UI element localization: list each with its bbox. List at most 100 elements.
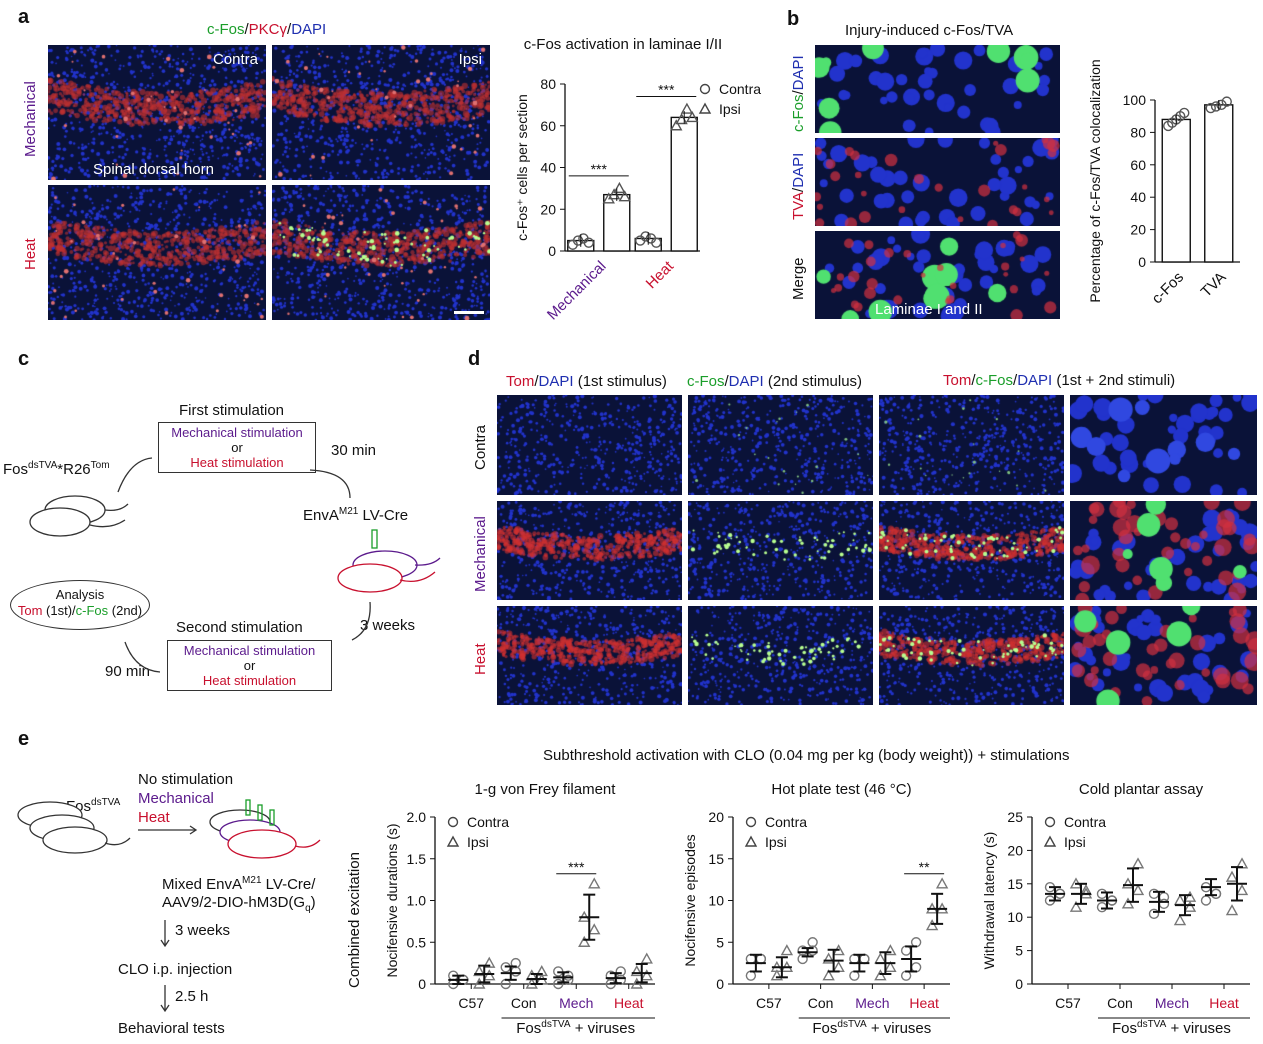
micrograph [879,501,1064,600]
t: dsTVA [1137,1019,1167,1030]
t: Fos [516,1020,542,1037]
data-point [884,960,897,972]
data-point [473,965,486,977]
data-point [572,235,584,246]
bar [1161,118,1191,263]
y-tick-label: 0 [716,976,724,992]
x-tick-label: C57 [1055,995,1081,1011]
arrow [351,601,371,641]
data-point [699,83,711,95]
d-header-2: c-Fos/DAPI (2nd stimulus) [687,373,862,390]
data-point [1216,99,1227,111]
y-axis-label: Withdrawal latency (s) [981,832,997,970]
a-region-label: Spinal dorsal horn [93,161,214,178]
t: / [534,373,539,390]
data-point [1043,835,1057,847]
data-point [1044,816,1056,828]
c-diagram-arrows [29,457,441,673]
chart-a: 0 20 40 60 80 c-Fos activation in laminae I/I… [514,36,761,323]
data-point [447,816,459,828]
data-point [755,953,767,965]
t: M21 [242,875,262,886]
chart-b: 0 20 40 60 80 100 Percentage of c-Fos/TVA colo… [1087,59,1240,307]
e-header: Subthreshold activation with CLO (0.04 m… [543,747,1070,764]
y-axis-label: c-Fos⁺ cells per section [514,94,530,241]
micrograph [497,606,682,705]
t: or [231,440,243,455]
stain-pkc: PKCγ [248,21,288,38]
panel-label-b: b [787,8,800,30]
x-tick-label: Mechanical [544,258,610,324]
legend-label: Ipsi [1064,834,1086,850]
data-point [588,923,601,935]
micrograph: Laminae I and II [815,231,1060,319]
x-tick-label: Heat [614,995,644,1011]
e-2-5h: 2.5 h [175,988,209,1005]
data-point [744,835,758,847]
y-tick-label: 1.0 [407,893,427,909]
micrograph [272,185,490,320]
c-second-box: Mechanical stimulation or Heat stimulation [167,640,332,691]
e-heat: Heat [138,809,170,826]
y-tick-label: 5 [716,934,724,950]
data-point [670,119,683,131]
chart-title: Hot plate test (46 °C) [771,781,911,798]
legend-label: Contra [765,814,807,830]
micrograph [815,138,1060,226]
micrograph [1070,606,1257,705]
data-point [1183,900,1197,912]
data-point [630,977,643,989]
data-point [770,969,784,981]
t: (2nd) [108,603,143,618]
significance-label: ** [919,859,930,875]
data-point [630,965,643,977]
micrograph [688,606,873,705]
t: / [1013,372,1018,389]
data-point [651,237,662,248]
arrow [309,469,351,499]
c-mouse-label: FosdsTVA*R26Tom [3,460,110,478]
t: dsTVA [541,1019,571,1030]
data-point [640,952,653,964]
data-point [1131,884,1145,896]
data-point [1200,895,1212,906]
d-header-1: Tom/DAPI (1st stimulus) [506,373,667,390]
t: Tom [943,372,972,389]
y-tick-label: 0 [1138,254,1146,270]
x-tick-label: Con [1107,995,1133,1011]
t: (1st + 2nd stimuli) [1052,372,1176,389]
bar [603,193,631,252]
data-point [613,181,626,194]
data-point [1148,908,1160,920]
data-point [680,102,694,114]
t: LV-Cre [358,507,409,524]
mouse-icon [17,801,131,854]
e-diagram [17,799,321,1013]
y-tick-label: 0.5 [407,934,427,950]
arrow [117,457,153,493]
t: Tom [506,373,535,390]
t: q [305,903,311,914]
mouse-icon [29,495,129,537]
group-label: FosdsTVA + viruses [516,1019,635,1037]
t: + viruses [570,1020,636,1037]
x-tick-label: Mech [855,995,889,1011]
panel-label-d: d [468,348,481,370]
chart-e2: 0 5 10 15 20 Hot plate test (46 °C) Nocifensiv… [682,781,950,1019]
d-header-3: Tom/c-Fos/DAPI (1st + 2nd stimuli) [943,372,1175,389]
y-axis-label: Nocifensive episodes [682,834,698,966]
y-tick-label: 60 [1130,157,1146,173]
data-point [510,957,521,969]
y-tick-label: 80 [540,76,556,92]
data-point [1210,888,1222,900]
x-tick-label: C57 [458,995,484,1011]
t: Heat stimulation [202,673,297,688]
t: / [724,373,729,390]
b-title: Injury-induced c-Fos/TVA [845,22,1014,39]
data-point [583,237,594,248]
t: Fos [1112,1020,1138,1037]
data-point [1210,101,1222,112]
t: M21 [338,506,359,517]
data-point [849,953,860,965]
t: dsTVA [91,797,121,808]
